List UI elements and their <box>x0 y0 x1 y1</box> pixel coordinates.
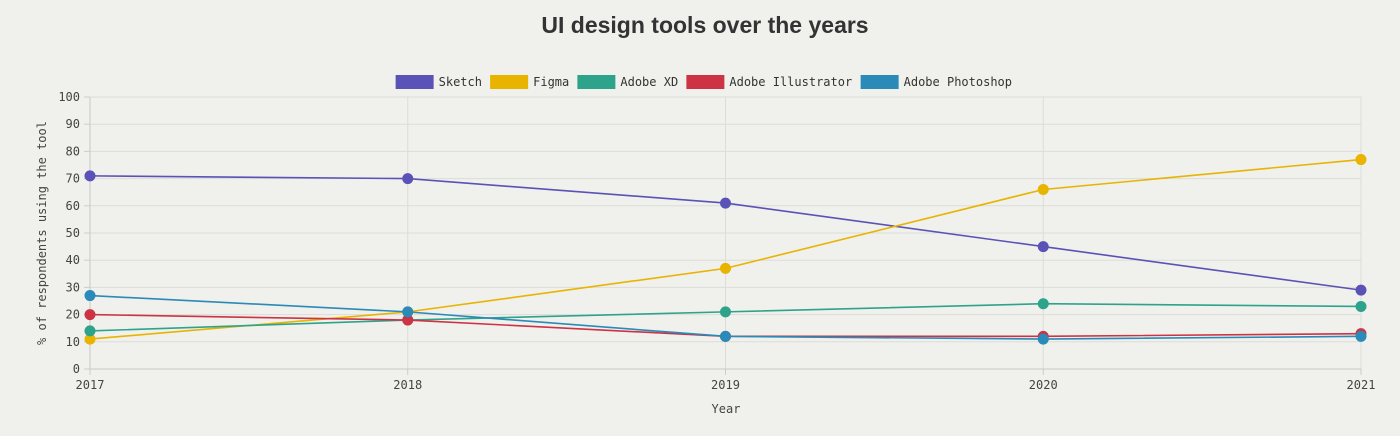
data-point[interactable] <box>84 290 96 302</box>
legend-swatch <box>860 75 899 89</box>
y-tick-label: 80 <box>66 144 80 158</box>
data-point[interactable] <box>84 325 96 337</box>
x-tick-label: 2019 <box>711 378 740 392</box>
legend-item[interactable]: Sketch <box>395 75 482 89</box>
y-axis-label: % of respondents using the tool <box>35 121 49 345</box>
x-tick-label: 2020 <box>1029 378 1058 392</box>
data-point[interactable] <box>1355 284 1367 296</box>
data-point[interactable] <box>402 306 414 318</box>
y-tick-label: 60 <box>66 199 80 213</box>
legend-item[interactable]: Figma <box>490 75 569 89</box>
y-tick-label: 40 <box>66 253 80 267</box>
legend-label: Adobe XD <box>620 75 678 89</box>
data-point[interactable] <box>1355 154 1367 166</box>
series-adobe-photoshop <box>84 290 1367 345</box>
data-point[interactable] <box>720 330 731 342</box>
y-tick-label: 100 <box>58 90 80 104</box>
legend-label: Sketch <box>439 75 482 89</box>
data-point[interactable] <box>1037 241 1049 253</box>
data-point[interactable] <box>720 197 731 209</box>
legend-swatch <box>395 75 434 89</box>
y-tick-label: 90 <box>66 117 80 131</box>
x-tick-label: 2018 <box>393 378 422 392</box>
chart-title: UI design tools over the years <box>541 12 869 38</box>
axes <box>84 96 1362 375</box>
data-point[interactable] <box>84 170 96 182</box>
y-tick-label: 30 <box>66 280 80 294</box>
data-point[interactable] <box>720 306 731 318</box>
x-tick-labels: 2017 2018 2019 2020 2021 <box>76 378 1376 392</box>
y-tick-label: 50 <box>66 226 80 240</box>
y-tick-label: 70 <box>66 172 80 186</box>
data-point[interactable] <box>1355 300 1367 312</box>
data-point[interactable] <box>84 309 96 321</box>
series-lines <box>84 154 1367 345</box>
legend-swatch <box>577 75 616 89</box>
grid-lines <box>89 96 1362 370</box>
legend-swatch <box>490 75 529 89</box>
data-point[interactable] <box>1037 298 1049 310</box>
data-point[interactable] <box>1037 183 1049 195</box>
y-tick-labels: 0 10 20 30 40 50 60 70 80 90 100 <box>58 90 80 376</box>
series-sketch <box>84 170 1367 296</box>
legend-swatch <box>686 75 725 89</box>
legend-label: Adobe Photoshop <box>904 75 1012 89</box>
x-tick-label: 2021 <box>1347 378 1376 392</box>
y-tick-label: 0 <box>73 362 80 376</box>
legend: Sketch Figma Adobe XD Adobe Illustrator Adob… <box>395 75 1012 89</box>
data-point[interactable] <box>720 262 731 274</box>
y-tick-label: 10 <box>66 335 80 349</box>
legend-item[interactable]: Adobe Photoshop <box>860 75 1012 89</box>
x-axis-label: Year <box>712 402 741 416</box>
legend-item[interactable]: Adobe Illustrator <box>686 75 852 89</box>
y-tick-label: 20 <box>66 308 80 322</box>
data-point[interactable] <box>402 173 414 185</box>
legend-item[interactable]: Adobe XD <box>577 75 678 89</box>
legend-label: Figma <box>533 75 569 89</box>
data-point[interactable] <box>1355 330 1367 342</box>
data-point[interactable] <box>1037 333 1049 345</box>
legend-label: Adobe Illustrator <box>729 75 852 89</box>
x-tick-label: 2017 <box>76 378 105 392</box>
